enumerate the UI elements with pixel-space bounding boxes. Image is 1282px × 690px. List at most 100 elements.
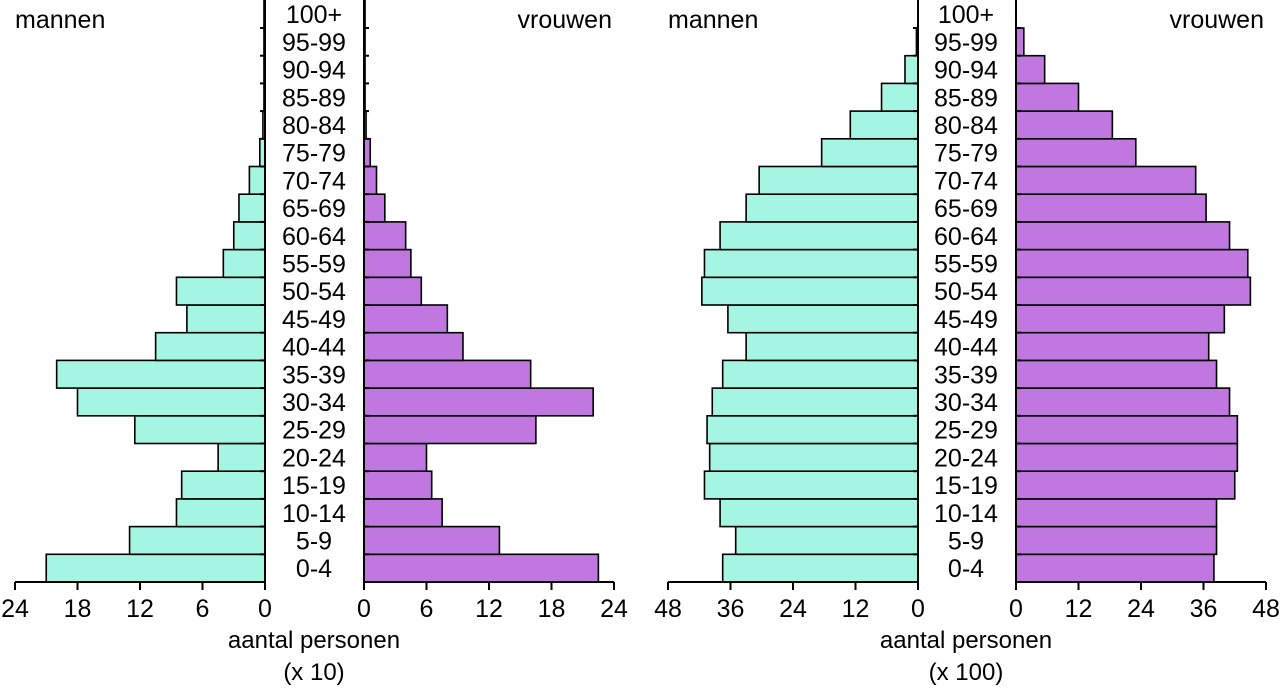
x-tick-label: 24 [600, 595, 628, 623]
x-tick-label: 24 [779, 595, 807, 623]
age-group-label: 50-54 [934, 278, 998, 306]
age-group-label: 40-44 [934, 334, 998, 362]
age-group-label: 75-79 [934, 140, 998, 168]
age-group-label: 60-64 [934, 223, 998, 251]
age-group-label: 60-64 [282, 223, 346, 251]
age-group-label: 80-84 [282, 112, 346, 140]
age-group-label: 45-49 [934, 306, 998, 334]
bar-mannen-10-14 [175, 498, 266, 528]
bar-vrouwen-75-79 [1015, 138, 1137, 168]
age-group-label: 25-29 [934, 417, 998, 445]
age-group-label: 80-84 [934, 112, 998, 140]
bar-vrouwen-50-54 [1015, 276, 1252, 306]
bar-mannen-65-69 [238, 193, 266, 223]
x-tick-label: 24 [1, 595, 29, 623]
bar-vrouwen-65-69 [363, 193, 386, 223]
bar-mannen-55-59 [222, 248, 266, 279]
x-axis-unit: (x 10) [283, 659, 344, 686]
bar-vrouwen-10-14 [1015, 498, 1218, 528]
bar-mannen-15-19 [180, 470, 266, 500]
bar-mannen-20-24 [708, 442, 919, 473]
bar-mannen-0-4 [721, 553, 919, 583]
age-group-label: 35-39 [934, 361, 998, 389]
bar-mannen-80-84 [849, 110, 919, 140]
bar-vrouwen-55-59 [363, 248, 412, 279]
bar-vrouwen-50-54 [363, 276, 423, 306]
title-vrouwen: vrouwen [518, 6, 613, 34]
x-tick-label: 48 [1252, 595, 1280, 623]
age-group-label: 65-69 [282, 195, 346, 223]
age-group-label: 15-19 [282, 472, 346, 500]
bar-vrouwen-5-9 [363, 525, 501, 556]
x-tick-label: 0 [357, 595, 371, 623]
bar-mannen-10-14 [719, 498, 919, 528]
age-group-label: 95-99 [282, 29, 346, 57]
age-group-label: 15-19 [934, 472, 998, 500]
bar-mannen-45-49 [186, 304, 266, 334]
bar-vrouwen-80-84 [1015, 110, 1114, 140]
bar-mannen-65-69 [745, 193, 919, 223]
age-group-label: 10-14 [934, 500, 998, 528]
age-group-label: 100+ [286, 1, 342, 29]
age-group-label: 20-24 [934, 444, 998, 472]
x-tick-label: 36 [717, 595, 745, 623]
x-axis-unit: (x 100) [929, 659, 1004, 686]
bar-mannen-40-44 [745, 331, 919, 362]
bar-mannen-25-29 [706, 414, 919, 445]
bar-vrouwen-60-64 [363, 221, 407, 251]
bar-mannen-5-9 [734, 525, 919, 556]
bar-mannen-40-44 [154, 331, 266, 362]
x-tick-label: 36 [1190, 595, 1218, 623]
age-group-label: 45-49 [282, 306, 346, 334]
age-group-label: 30-34 [282, 389, 346, 417]
age-group-label: 0-4 [296, 555, 332, 583]
age-group-label: 85-89 [934, 84, 998, 112]
x-tick-label: 0 [911, 595, 925, 623]
title-mannen: mannen [15, 6, 105, 34]
age-group-label: 55-59 [934, 250, 998, 278]
bar-mannen-35-39 [721, 359, 919, 389]
bar-vrouwen-15-19 [1015, 470, 1236, 500]
bar-mannen-5-9 [128, 525, 266, 556]
bar-vrouwen-90-94 [1015, 54, 1046, 85]
title-mannen: mannen [668, 6, 758, 34]
bar-mannen-30-34 [711, 387, 919, 417]
age-group-label: 40-44 [282, 334, 346, 362]
x-tick-label: 12 [842, 595, 870, 623]
bar-vrouwen-25-29 [1015, 414, 1239, 445]
bar-vrouwen-5-9 [1015, 525, 1218, 556]
age-group-label: 30-34 [934, 389, 998, 417]
age-group-label: 5-9 [296, 528, 332, 556]
x-tick-label: 48 [654, 595, 682, 623]
bar-mannen-30-34 [76, 387, 266, 417]
bar-vrouwen-15-19 [363, 470, 433, 500]
bar-vrouwen-70-74 [363, 165, 378, 196]
age-group-label: 70-74 [282, 167, 346, 195]
age-group-label: 20-24 [282, 444, 346, 472]
x-tick-label: 0 [1009, 595, 1023, 623]
bar-vrouwen-40-44 [1015, 331, 1210, 362]
bar-mannen-90-94 [904, 54, 919, 85]
bar-vrouwen-30-34 [1015, 387, 1231, 417]
bar-vrouwen-60-64 [1015, 221, 1231, 251]
age-group-label: 35-39 [282, 361, 346, 389]
bar-vrouwen-25-29 [363, 414, 537, 445]
age-group-label: 0-4 [948, 555, 984, 583]
x-tick-label: 6 [196, 595, 210, 623]
age-group-label: 70-74 [934, 167, 998, 195]
bar-vrouwen-45-49 [1015, 304, 1226, 334]
age-group-label: 90-94 [282, 57, 346, 85]
bar-mannen-60-64 [719, 221, 919, 251]
age-group-label: 75-79 [282, 140, 346, 168]
x-tick-label: 24 [1127, 595, 1155, 623]
bar-vrouwen-55-59 [1015, 248, 1249, 279]
age-group-label: 50-54 [282, 278, 346, 306]
age-group-label: 100+ [938, 1, 994, 29]
title-vrouwen: vrouwen [1170, 6, 1265, 34]
x-tick-label: 18 [64, 595, 92, 623]
x-tick-label: 0 [258, 595, 272, 623]
bar-mannen-70-74 [758, 165, 919, 196]
bar-vrouwen-85-89 [1015, 82, 1080, 112]
bar-vrouwen-30-34 [363, 387, 594, 417]
bar-mannen-0-4 [45, 553, 266, 583]
